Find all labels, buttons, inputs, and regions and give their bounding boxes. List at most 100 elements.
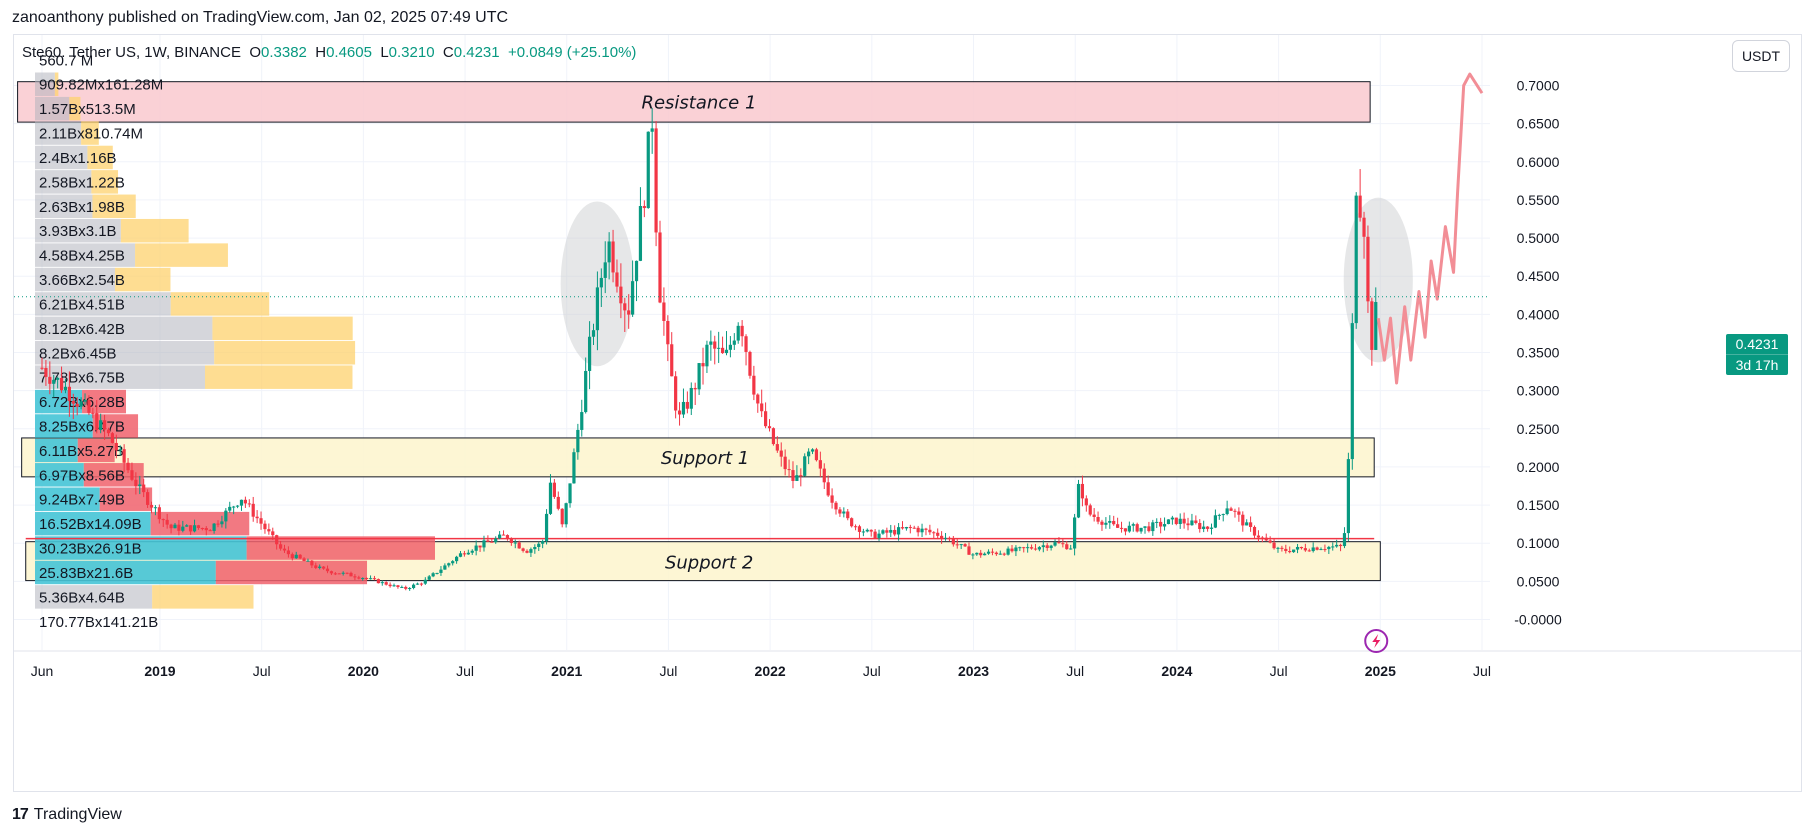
- candle-body: [1178, 518, 1182, 525]
- symbol-name[interactable]: Ste60. Tether US, 1W, BINANCE: [22, 44, 241, 61]
- candle-body: [670, 344, 674, 377]
- candle-body: [251, 503, 255, 517]
- candle-body: [1131, 524, 1135, 526]
- x-tick-label: Jul: [1473, 663, 1491, 679]
- candle-body: [799, 475, 803, 477]
- candle-body: [181, 526, 185, 531]
- chart-frame[interactable]: [13, 34, 1802, 792]
- candle-body: [560, 508, 564, 525]
- candle-body: [408, 588, 412, 590]
- candle-body: [646, 131, 650, 209]
- candle-body: [924, 528, 928, 530]
- candle-body: [196, 525, 201, 529]
- volume-bar-red: [77, 438, 115, 463]
- candle-body: [1104, 522, 1108, 525]
- tradingview-brand[interactable]: 17 TradingView: [12, 806, 122, 824]
- candle-body: [126, 462, 130, 471]
- candle-body: [79, 401, 83, 407]
- candle-body: [936, 532, 940, 536]
- candle-body: [1151, 522, 1155, 532]
- lightning-bolt-icon: [1372, 634, 1381, 648]
- candle-body: [826, 482, 830, 496]
- volume-bar-cyan: [35, 463, 84, 487]
- candle-body: [603, 262, 607, 278]
- candle-body: [439, 569, 443, 573]
- candle-body: [228, 506, 232, 511]
- volume-bar-yellow: [212, 316, 353, 341]
- candle-body: [102, 420, 107, 430]
- candle-body: [462, 553, 467, 555]
- candle-body: [1280, 547, 1284, 549]
- candle-body: [353, 576, 357, 578]
- candle-body: [533, 546, 537, 550]
- x-tick-label: 2022: [755, 663, 786, 679]
- candle-body: [756, 394, 760, 404]
- x-tick-label: 2021: [551, 663, 582, 679]
- candle-body: [435, 572, 439, 574]
- candle-body: [138, 484, 142, 487]
- candle-body: [56, 377, 60, 380]
- candle-body: [1076, 483, 1081, 518]
- candle-body: [865, 529, 869, 532]
- candle-body: [474, 545, 478, 551]
- candle-body: [1155, 521, 1159, 523]
- candle-body: [1245, 522, 1249, 526]
- y-tick-label: 0.4500: [1517, 268, 1560, 284]
- candle-body: [314, 565, 318, 568]
- candle-body: [584, 370, 588, 413]
- candle-body: [846, 511, 850, 519]
- candle-body: [1029, 547, 1034, 549]
- volume-profile-label: 170.77Bx141.21B: [39, 614, 158, 631]
- candle-body: [654, 128, 658, 233]
- candle-body: [940, 535, 944, 539]
- candle-body: [1182, 518, 1186, 524]
- volume-profile-label: 2.58Bx1.22B: [39, 174, 125, 191]
- candle-body: [830, 495, 834, 503]
- candle-body: [1084, 498, 1088, 506]
- candle-body: [1229, 508, 1233, 511]
- candle-body: [322, 566, 326, 569]
- candle-body: [48, 376, 52, 384]
- candle-body: [216, 523, 220, 525]
- candle-body: [1319, 549, 1323, 551]
- candle-body: [243, 499, 247, 504]
- candle-body: [1096, 516, 1100, 522]
- volume-profile-label: 8.2Bx6.45B: [39, 345, 117, 362]
- volume-profile-label: 5.36Bx4.64B: [39, 589, 125, 606]
- y-tick-label: 0.1000: [1517, 535, 1560, 551]
- candle-body: [1143, 526, 1147, 528]
- candle-body: [333, 573, 337, 575]
- candle-body: [963, 544, 967, 547]
- candle-body: [146, 492, 150, 505]
- x-tick-label: 2020: [348, 663, 379, 679]
- candle-body: [267, 529, 271, 532]
- symbol-header[interactable]: Ste60. Tether US, 1W, BINANCE O0.3382 H0…: [22, 44, 636, 61]
- candle-body: [329, 571, 334, 574]
- candle-body: [971, 554, 975, 556]
- candle-body: [1065, 544, 1069, 550]
- volume-bar-gray: [35, 585, 153, 609]
- candle-body: [881, 530, 885, 534]
- candle-body: [947, 537, 952, 539]
- currency-button[interactable]: USDT: [1732, 40, 1790, 72]
- candle-body: [607, 241, 611, 263]
- candle-body: [486, 540, 490, 542]
- candle-body: [568, 483, 572, 504]
- candle-body: [658, 232, 662, 303]
- tradingview-logo-icon: 17: [12, 806, 29, 823]
- candle-body: [599, 277, 603, 288]
- candle-body: [71, 400, 75, 404]
- candle-body: [896, 527, 901, 535]
- candle-body: [1284, 548, 1288, 552]
- x-tick-label: Jul: [253, 663, 271, 679]
- candle-body: [310, 560, 314, 566]
- volume-bar-yellow: [92, 194, 136, 219]
- y-tick-label: 0.3000: [1517, 383, 1560, 399]
- volume-bar-gray: [35, 96, 70, 121]
- candle-body: [857, 526, 862, 532]
- candle-body: [1327, 546, 1331, 550]
- candle-body: [1018, 547, 1022, 549]
- candle-body: [795, 475, 799, 481]
- candle-body: [1088, 505, 1092, 515]
